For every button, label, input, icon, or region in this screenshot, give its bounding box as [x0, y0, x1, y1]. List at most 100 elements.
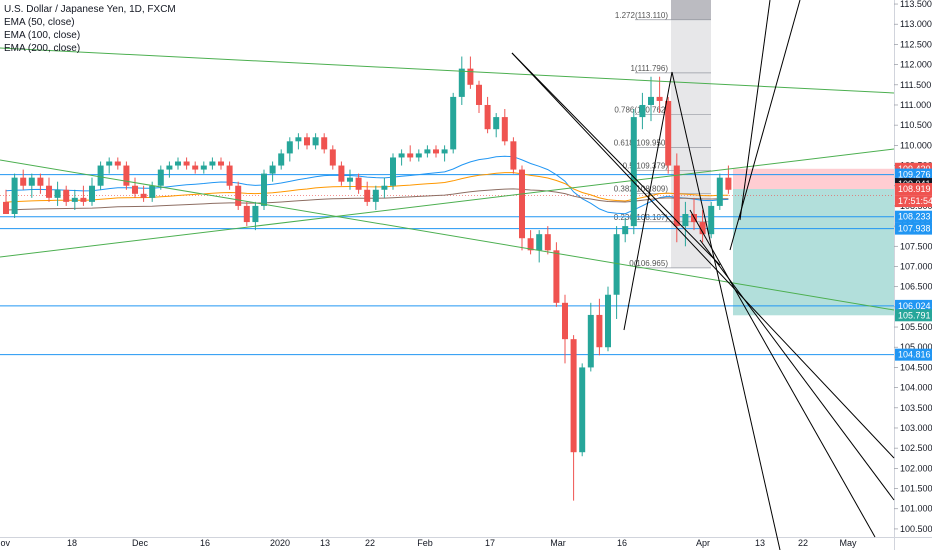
candle [570, 335, 577, 501]
candles-layer[interactable] [3, 56, 732, 501]
price-tag-label: 108.919 [898, 184, 931, 194]
price-tick-label: 104.500 [900, 362, 932, 372]
candle [536, 230, 543, 263]
time-tick-label: 13 [320, 538, 330, 548]
candle-body [596, 314, 603, 348]
price-tag-background [895, 299, 932, 312]
candle [192, 161, 199, 174]
price-tick-label: 113.500 [900, 0, 932, 9]
candle-body [338, 165, 345, 182]
candle [398, 149, 405, 166]
ema200-legend[interactable]: EMA (200, close) [4, 43, 81, 54]
time-tick-label: 22 [798, 538, 808, 548]
candle [200, 161, 207, 174]
candle-body [398, 153, 405, 158]
candle-body [364, 189, 371, 202]
candle [630, 109, 637, 235]
price-tick-label: 110.000 [900, 140, 932, 150]
candle [329, 145, 336, 170]
candle-body [716, 177, 723, 206]
candle [132, 177, 138, 198]
candle-body [269, 165, 276, 174]
candle [544, 226, 551, 255]
ema100-legend[interactable]: EMA (100, close) [4, 30, 81, 41]
time-tick-label: May [839, 538, 857, 548]
price-tick-label: 102.000 [900, 463, 932, 473]
candle [441, 145, 448, 162]
ema50-legend[interactable]: EMA (50, close) [4, 17, 75, 28]
candle-body [433, 149, 439, 154]
candle-body [295, 137, 302, 142]
breakout-trendline-b [739, 0, 771, 221]
candle [347, 169, 353, 190]
time-tick-label: 18 [67, 538, 77, 548]
candle-body [656, 96, 663, 101]
descending-trendline-b [689, 209, 876, 538]
fib-level-label: 1.272(113.110) [615, 11, 668, 20]
price-tag-background [895, 210, 932, 223]
candle-body [665, 100, 672, 166]
candle-body [673, 165, 680, 227]
candle-body [183, 161, 190, 166]
candle [321, 133, 328, 154]
candle-body [261, 173, 267, 206]
candle-body [579, 367, 586, 453]
candle [562, 294, 568, 364]
candle [493, 113, 500, 138]
candle [450, 92, 457, 154]
candle [639, 92, 646, 130]
price-tick-label: 111.500 [900, 80, 931, 90]
candle-body [347, 177, 353, 182]
candle [708, 201, 715, 239]
trendlines-layer[interactable] [0, 0, 895, 550]
candle-body [648, 96, 654, 105]
candle-body [89, 185, 95, 202]
candle-body [630, 117, 637, 227]
candle [80, 185, 87, 206]
candle [37, 173, 44, 194]
price-tag: 109.276 [895, 168, 932, 181]
price-tick-label: 111.000 [900, 100, 931, 110]
chart-legend: U.S. Dollar / Japanese Yen, 1D, FXCM EMA… [4, 3, 176, 55]
candle [424, 145, 431, 158]
candle [209, 157, 216, 170]
price-tick-label: 102.500 [900, 443, 932, 453]
price-tag-background [895, 309, 932, 322]
candle [46, 177, 52, 202]
price-tick-label: 106.500 [900, 282, 932, 292]
candle-body [424, 149, 431, 154]
fib-level-label: 0.236(108.107) [614, 213, 669, 222]
candle-body [166, 165, 173, 170]
price-tag-background [895, 348, 932, 361]
fib-extension-shade [671, 0, 711, 20]
candle-body [450, 96, 457, 150]
candle [166, 161, 173, 178]
price-tick-label: 107.000 [900, 261, 932, 271]
candle-body [501, 117, 508, 142]
time-axis[interactable]: Nov 18 Dec 16 2020 13 22 Feb 17 Mar 16 Apr 13 22 May [0, 538, 857, 548]
falling-channel-trendline [0, 159, 895, 311]
candle [20, 169, 27, 190]
candle-body [553, 250, 560, 303]
price-tick-label: 112.500 [900, 39, 932, 49]
candle-body [278, 153, 285, 166]
candle [372, 185, 379, 210]
candle [407, 145, 414, 162]
candle-body [484, 104, 491, 130]
candle-body [114, 161, 121, 166]
price-axis[interactable]: 113.500 113.000 112.500 112.000 111.500 111.0… [894, 0, 932, 534]
time-tick-label: Mar [550, 538, 566, 548]
symbol-title[interactable]: U.S. Dollar / Japanese Yen, 1D, FXCM [4, 4, 176, 15]
candle [286, 137, 293, 162]
price-tag-label: 109.276 [898, 170, 931, 180]
candle [28, 173, 35, 198]
candle-body [37, 177, 44, 186]
candle-body [149, 185, 156, 198]
candle [269, 161, 276, 182]
candle-body [708, 205, 715, 235]
candle-body [200, 165, 207, 170]
candle-body [235, 185, 242, 206]
candle-body [192, 165, 199, 170]
candle [63, 185, 70, 206]
